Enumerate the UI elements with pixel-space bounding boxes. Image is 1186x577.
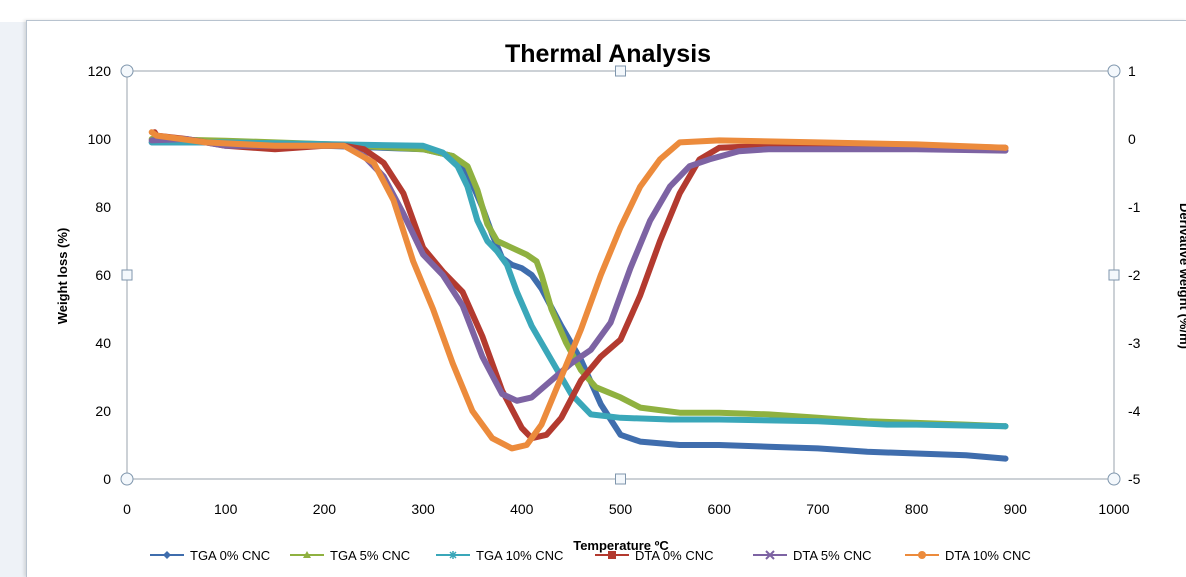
y2-tick-label: -1 — [1128, 199, 1141, 215]
legend-item: DTA 0% CNC — [595, 548, 714, 563]
series-end-marker — [1002, 144, 1009, 151]
corner-resize-handle[interactable] — [1107, 472, 1121, 486]
series-line — [151, 129, 1009, 442]
legend-label: DTA 0% CNC — [635, 548, 714, 563]
legend-item: TGA 10% CNC — [436, 548, 563, 563]
corner-resize-handle[interactable] — [120, 472, 134, 486]
x-tick-label: 500 — [609, 501, 633, 517]
legend-marker — [163, 551, 171, 559]
series-0 — [148, 139, 1009, 462]
series-end-marker — [1002, 423, 1009, 430]
y-tick-label: 60 — [95, 267, 111, 283]
y-tick-label: 0 — [103, 471, 111, 487]
legend-item: DTA 10% CNC — [905, 548, 1031, 563]
series-line — [148, 136, 1009, 430]
chart-title: Thermal Analysis — [505, 40, 711, 68]
series-layer — [148, 129, 1009, 462]
x-tick-label: 200 — [313, 501, 337, 517]
secondary-y-axis-label: Derivative weight (%/m) — [1177, 203, 1186, 349]
series-line — [148, 139, 1009, 462]
x-tick-label: 900 — [1004, 501, 1028, 517]
x-tick-label: 700 — [806, 501, 830, 517]
series-2 — [148, 139, 1009, 430]
corner-resize-handle[interactable] — [1107, 64, 1121, 78]
x-axis-label: Temperature ºC — [573, 538, 669, 553]
y-tick-label: 100 — [88, 131, 112, 147]
legend-item: TGA 0% CNC — [150, 548, 270, 563]
legend-marker — [303, 551, 311, 558]
legend-item: TGA 5% CNC — [290, 548, 410, 563]
series-line — [148, 129, 1009, 452]
x-tick-label: 800 — [905, 501, 929, 517]
series-end-marker — [1002, 455, 1009, 462]
y2-tick-label: -2 — [1128, 267, 1141, 283]
edge-resize-handle[interactable] — [615, 65, 626, 77]
series-3 — [151, 129, 1009, 442]
series-line — [148, 139, 1009, 430]
page-background-strip — [0, 0, 1186, 22]
legend-marker — [449, 551, 457, 559]
y-tick-label: 20 — [95, 403, 111, 419]
legend-marker — [608, 551, 616, 559]
x-tick-label: 100 — [214, 501, 238, 517]
y2-tick-label: 0 — [1128, 131, 1136, 147]
x-tick-label: 0 — [123, 501, 131, 517]
edge-resize-handle[interactable] — [121, 269, 133, 281]
x-tick-label: 600 — [708, 501, 732, 517]
x-tick-label: 1000 — [1098, 501, 1129, 517]
legend: TGA 0% CNC TGA 5% CNC TGA 10% CNC DTA 0% CN… — [150, 548, 1031, 563]
corner-resize-handle[interactable] — [120, 64, 134, 78]
legend-item: DTA 5% CNC — [753, 548, 872, 563]
y-axis-label: Weight loss (%) — [55, 228, 70, 325]
legend-label: DTA 5% CNC — [793, 548, 872, 563]
series-line — [148, 136, 1009, 404]
legend-label: DTA 10% CNC — [945, 548, 1031, 563]
y-tick-label: 120 — [88, 63, 112, 79]
series-5 — [148, 129, 1009, 452]
chart-area-frame[interactable] — [26, 20, 1186, 577]
y2-tick-label: -5 — [1128, 471, 1141, 487]
y2-tick-label: 1 — [1128, 63, 1136, 79]
y2-tick-label: -4 — [1128, 403, 1141, 419]
y2-tick-label: -3 — [1128, 335, 1141, 351]
legend-label: TGA 10% CNC — [476, 548, 563, 563]
y-tick-label: 80 — [95, 199, 111, 215]
x-tick-label: 300 — [411, 501, 435, 517]
y-tick-label: 40 — [95, 335, 111, 351]
legend-marker — [918, 551, 926, 559]
legend-label: TGA 0% CNC — [190, 548, 270, 563]
tick-labels: 0 100 200 300 400 500 600 700 800 900 100002040608… — [88, 63, 1141, 517]
legend-label: TGA 5% CNC — [330, 548, 410, 563]
edge-resize-handle[interactable] — [615, 473, 626, 485]
selection-handles[interactable] — [120, 64, 1121, 486]
legend-marker — [765, 550, 775, 560]
edge-resize-handle[interactable] — [1108, 269, 1120, 281]
x-tick-label: 400 — [510, 501, 534, 517]
